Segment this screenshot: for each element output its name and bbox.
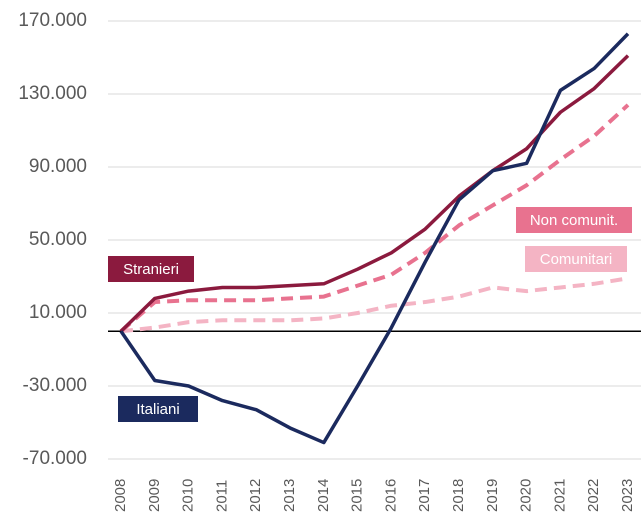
series-line <box>119 54 630 333</box>
legend-swatch <box>108 256 194 282</box>
y-tick-label: 50.000 <box>29 229 87 250</box>
x-tick-label: 2010 <box>180 479 197 512</box>
x-tick-label: 2011 <box>213 480 230 512</box>
y-tick-label: -70.000 <box>23 448 87 469</box>
series-line <box>119 103 630 333</box>
series-line <box>120 276 629 334</box>
y-tick-label: 10.000 <box>29 302 87 323</box>
legend-label: Italiani <box>136 401 179 418</box>
legend-swatch <box>525 246 627 272</box>
x-tick-label: 2018 <box>450 479 467 512</box>
legend-swatch <box>516 207 632 233</box>
legend-label: Non comunit. <box>530 212 618 229</box>
y-tick-label: 130.000 <box>18 83 87 104</box>
x-tick-label: 2021 <box>551 479 568 512</box>
x-tick-label: 2016 <box>382 479 399 512</box>
x-tick-label: 2012 <box>247 479 264 512</box>
x-tick-label: 2009 <box>146 479 163 512</box>
x-tick-label: 2013 <box>281 479 298 512</box>
legend-label: Comunitari <box>540 251 613 268</box>
y-tick-label: 170.000 <box>18 10 87 31</box>
series-line <box>119 32 630 445</box>
legend-label: Stranieri <box>123 261 179 278</box>
x-tick-label: 2015 <box>349 479 366 512</box>
y-tick-label: -30.000 <box>23 375 87 396</box>
y-tick-label: 90.000 <box>29 156 87 177</box>
x-tick-label: 2008 <box>112 479 129 512</box>
x-tick-label: 2022 <box>585 479 602 512</box>
x-tick-label: 2020 <box>518 479 535 512</box>
x-tick-label: 2023 <box>619 479 636 512</box>
x-tick-label: 2017 <box>416 479 433 512</box>
x-tick-label: 2019 <box>484 479 501 512</box>
x-tick-label: 2014 <box>315 479 332 512</box>
legend-swatch <box>118 396 198 422</box>
